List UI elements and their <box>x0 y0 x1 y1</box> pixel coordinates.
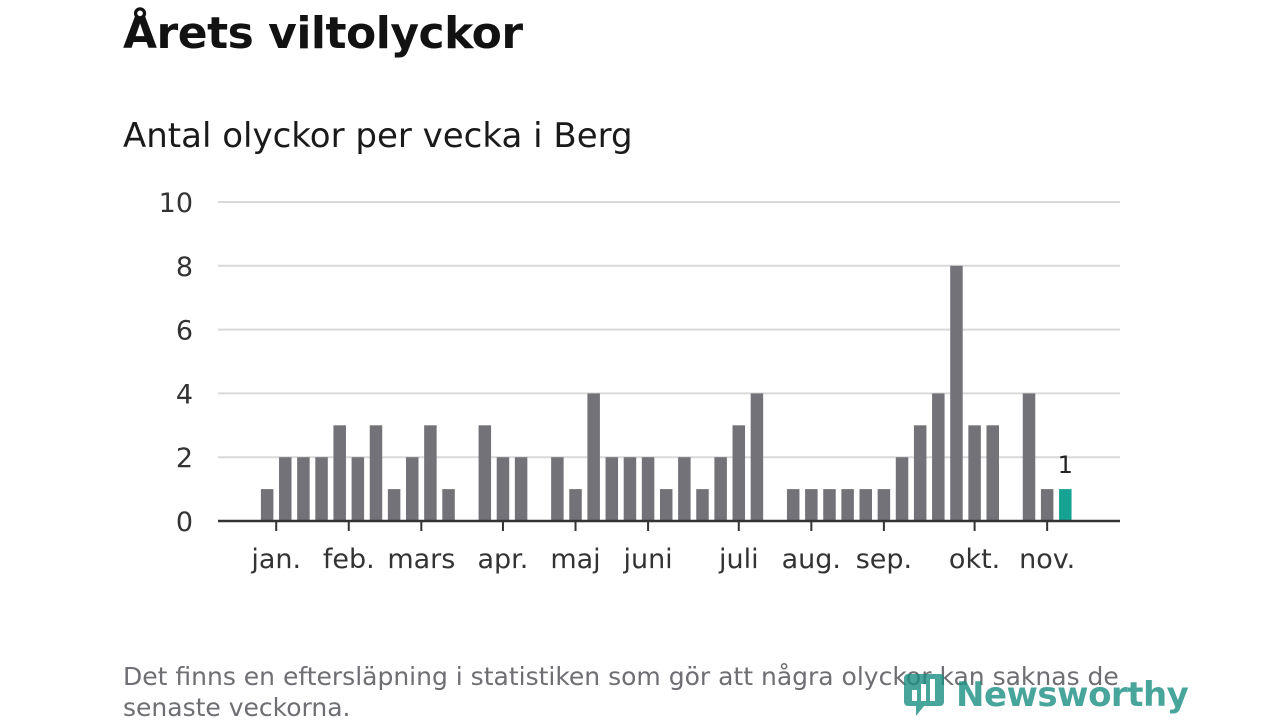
x-tick-label: mars <box>387 544 455 575</box>
y-tick-label: 8 <box>176 252 193 283</box>
bar <box>696 489 709 521</box>
x-tick-label: jan. <box>250 544 301 575</box>
bar <box>732 425 746 521</box>
y-tick-label: 0 <box>176 507 193 538</box>
bar <box>986 425 999 521</box>
bar <box>369 425 383 521</box>
bar <box>496 457 510 521</box>
x-tick-label: aug. <box>782 544 841 575</box>
bar <box>913 425 927 521</box>
bar <box>968 425 981 521</box>
bar <box>442 489 455 521</box>
bar <box>569 489 582 521</box>
bar <box>678 457 691 521</box>
bar <box>551 457 564 521</box>
bar <box>895 457 909 521</box>
bar <box>351 457 365 521</box>
y-tick-label: 10 <box>159 188 193 219</box>
bar <box>823 489 836 521</box>
brand-logo: Newsworthy <box>902 670 1189 720</box>
y-tick-label: 2 <box>176 443 193 474</box>
bar <box>877 489 891 521</box>
bar <box>623 457 637 521</box>
bar <box>424 425 437 521</box>
chart-subtitle: Antal olyckor per vecka i Berg <box>123 116 633 156</box>
bar-current-week <box>1059 489 1072 521</box>
bar <box>786 489 800 521</box>
bar <box>659 489 673 521</box>
bar <box>587 393 600 521</box>
bar <box>1022 393 1036 521</box>
bar <box>279 457 292 521</box>
x-tick-label: juli <box>718 544 759 575</box>
bar <box>841 489 854 521</box>
bar <box>478 425 492 521</box>
x-tick-label: sep. <box>856 544 912 575</box>
x-tick-label: okt. <box>949 544 1000 575</box>
bar <box>514 457 528 521</box>
y-tick-label: 6 <box>176 316 193 347</box>
bar <box>714 457 727 521</box>
bar <box>641 457 655 521</box>
x-tick-label: juni <box>622 544 672 575</box>
data-label-current-week: 1 <box>1058 451 1073 479</box>
bar <box>297 457 310 521</box>
footnote: Det finns en eftersläpning i statistiken… <box>123 662 1119 722</box>
data-labels: 1 <box>1058 451 1073 479</box>
bar <box>932 393 945 521</box>
bar <box>333 425 346 521</box>
x-axis: jan. feb. mars apr. maj juni juli aug. sep. okt. n… <box>218 519 1120 575</box>
newsworthy-logo-icon <box>904 674 944 716</box>
x-tick-label: maj <box>550 544 600 575</box>
bars <box>260 265 1072 521</box>
brand-name: Newsworthy <box>956 675 1189 715</box>
x-tick-label: apr. <box>478 544 529 575</box>
x-tick-label: nov. <box>1019 544 1075 575</box>
bar <box>805 489 818 521</box>
grid-lines <box>218 201 1120 459</box>
bar <box>605 457 619 521</box>
bar <box>315 457 328 521</box>
bar <box>859 489 873 521</box>
y-tick-label: 4 <box>176 379 193 410</box>
bar <box>406 457 419 521</box>
bar <box>260 489 274 521</box>
bar <box>387 489 401 521</box>
x-tick-label: feb. <box>323 544 375 575</box>
y-axis-ticks: 0 2 4 6 8 10 <box>159 188 193 538</box>
bar <box>750 393 764 521</box>
page-title: Årets viltolyckor <box>123 8 523 59</box>
bar <box>1040 489 1054 521</box>
bar <box>950 265 963 521</box>
